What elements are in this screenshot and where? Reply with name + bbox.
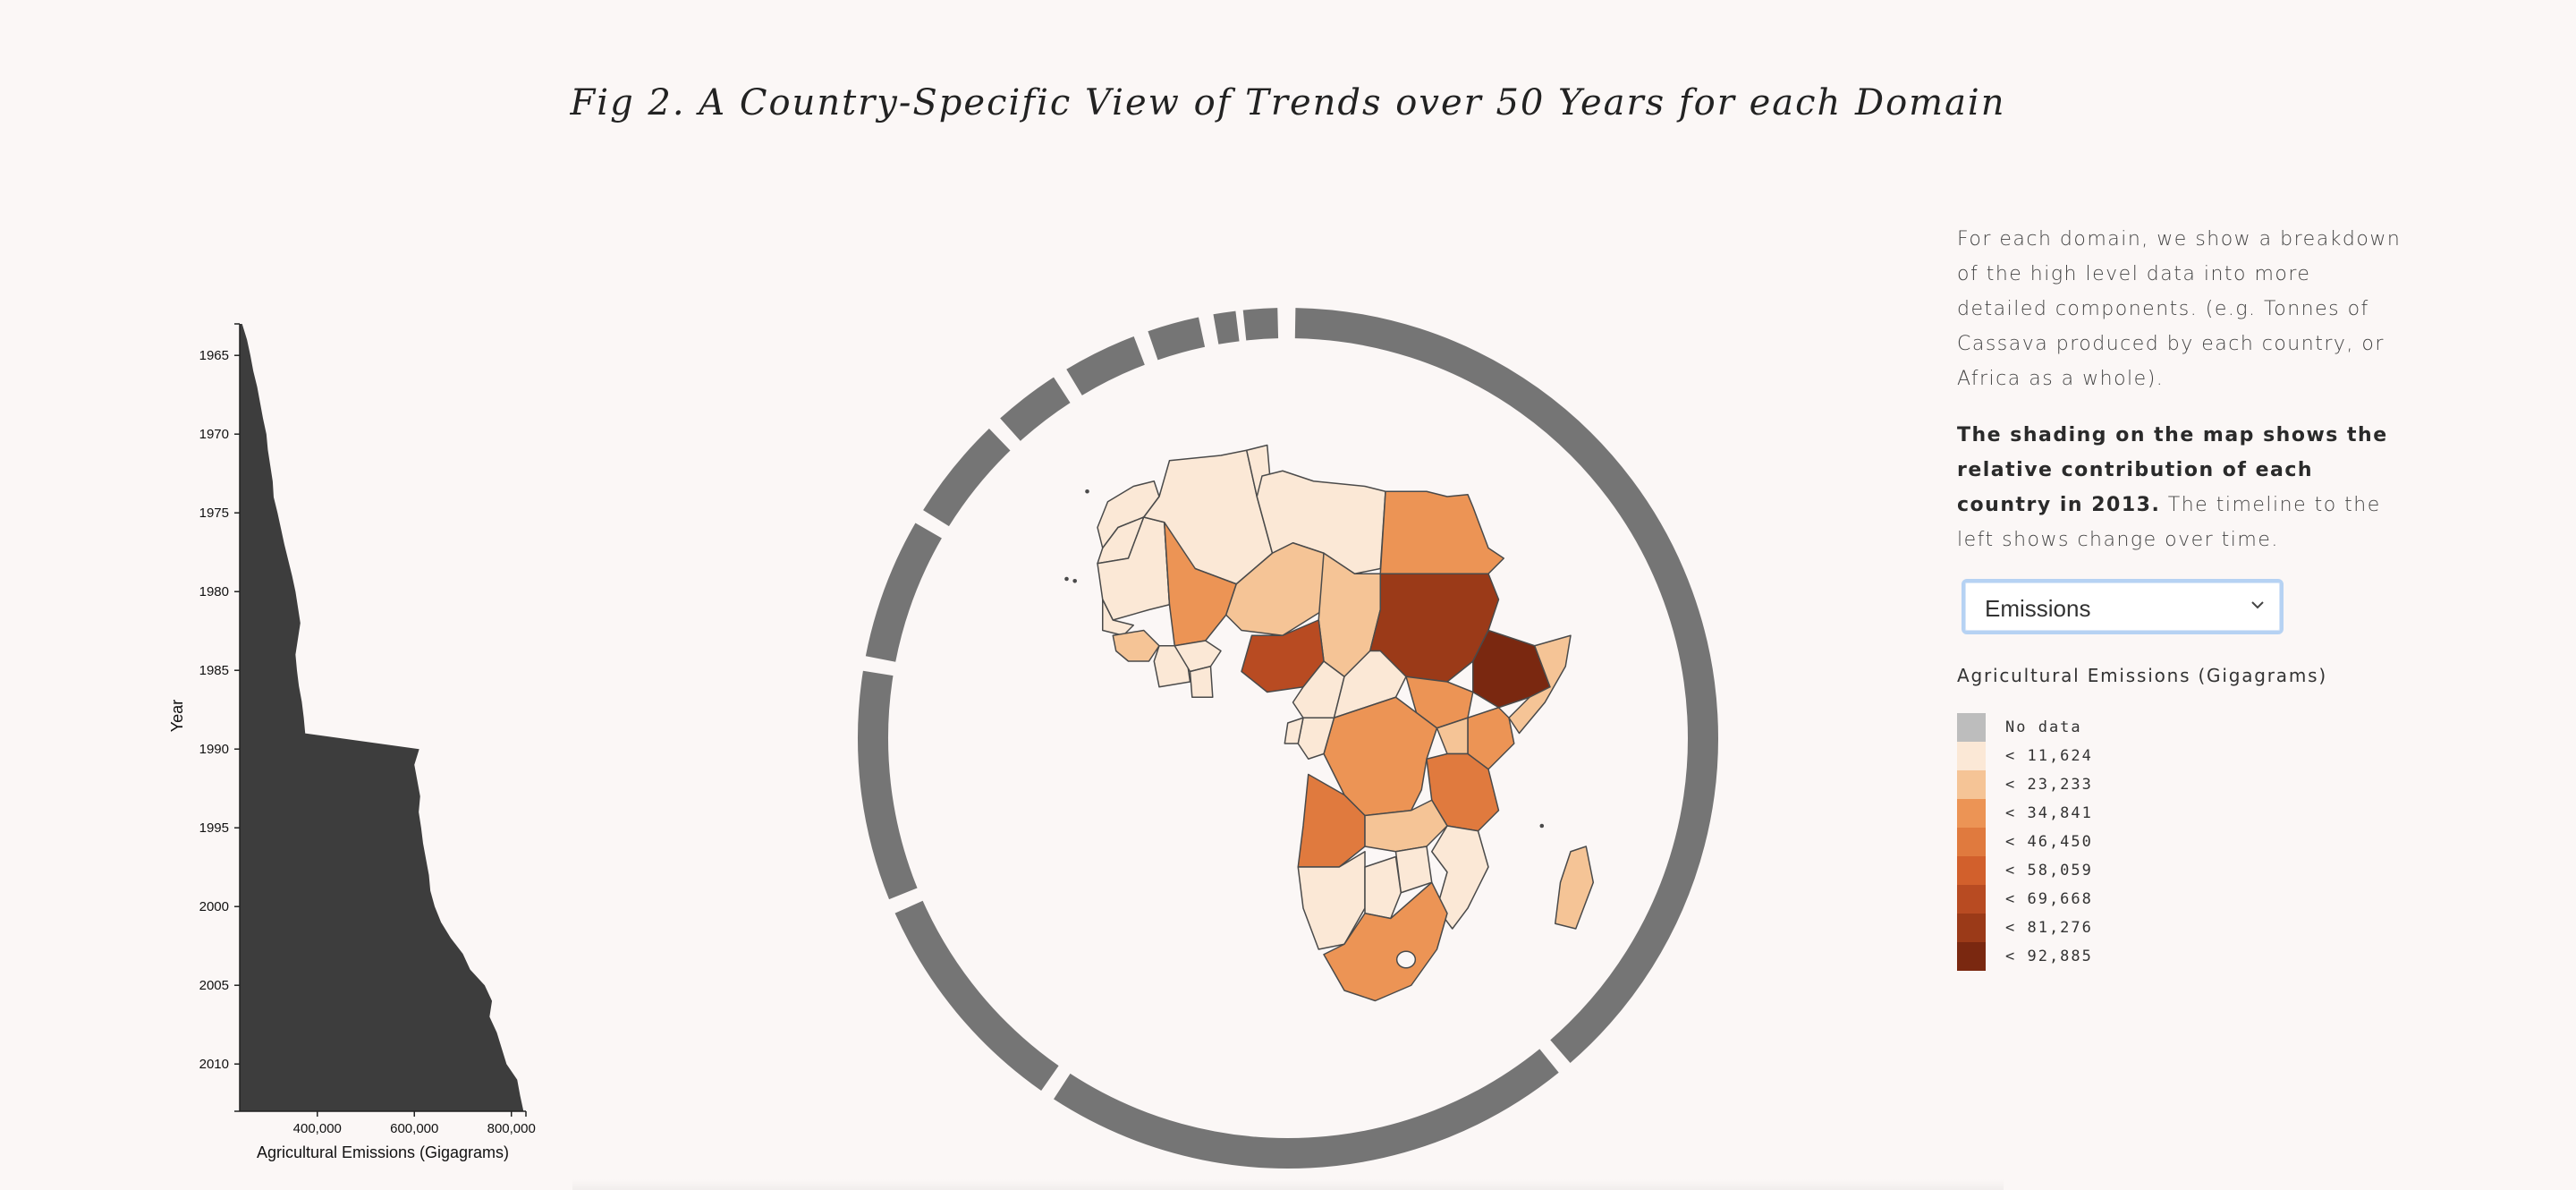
legend-swatch bbox=[1957, 942, 1986, 971]
country-mali[interactable] bbox=[1164, 522, 1237, 647]
legend-swatch bbox=[1957, 742, 1986, 770]
ring-segment[interactable] bbox=[1213, 310, 1240, 344]
legend-swatch bbox=[1957, 770, 1986, 799]
shading-note-rest: The timeline to the left shows change ov… bbox=[1957, 494, 2381, 551]
country-senegal[interactable] bbox=[1102, 599, 1134, 636]
canary-island bbox=[1085, 489, 1089, 494]
legend-swatch bbox=[1957, 856, 1986, 885]
y-tick-label: 1975 bbox=[199, 506, 229, 521]
y-tick-label: 1995 bbox=[199, 820, 229, 836]
y-tick-label: 2010 bbox=[199, 1057, 229, 1072]
shading-note-bold: The shading on the map shows the relativ… bbox=[1957, 424, 2388, 516]
country-drc[interactable] bbox=[1323, 696, 1438, 817]
y-tick-label: 1980 bbox=[199, 584, 229, 599]
y-tick-label: 2000 bbox=[199, 899, 229, 914]
legend-swatch bbox=[1957, 885, 1986, 914]
country-guinea[interactable] bbox=[1112, 629, 1160, 662]
y-tick-label: 1970 bbox=[199, 427, 229, 442]
ring-segment[interactable] bbox=[1294, 308, 1718, 1064]
country-somalia[interactable] bbox=[1508, 634, 1572, 735]
legend-label: < 11,624 bbox=[2005, 747, 2093, 765]
y-tick-label: 1965 bbox=[199, 348, 229, 363]
country-ghana[interactable] bbox=[1189, 666, 1214, 698]
legend-item: < 58,059 bbox=[1957, 856, 2404, 885]
legend-label: < 81,276 bbox=[2005, 919, 2093, 937]
cape-verde-island bbox=[1064, 576, 1069, 582]
year-ring bbox=[858, 308, 1718, 1169]
ring-segment[interactable] bbox=[1148, 317, 1206, 361]
ring-segment[interactable] bbox=[1054, 1049, 1559, 1169]
country-gabon[interactable] bbox=[1284, 717, 1304, 744]
legend-label: < 34,841 bbox=[2005, 804, 2093, 822]
legend-swatch bbox=[1957, 799, 1986, 828]
africa-map bbox=[1064, 444, 1595, 1002]
legend-swatch bbox=[1957, 914, 1986, 942]
ring-segment[interactable] bbox=[858, 670, 918, 900]
country-egypt[interactable] bbox=[1379, 490, 1504, 574]
map-legend: No data < 11,624 < 23,233 < 34,841 < 46,450 <… bbox=[1957, 713, 2404, 971]
domain-select-value: Emissions bbox=[1985, 595, 2091, 622]
country-zimbabwe[interactable] bbox=[1394, 846, 1433, 894]
x-tick-label: 800,000 bbox=[487, 1121, 536, 1136]
legend-label: < 92,885 bbox=[2005, 948, 2093, 965]
country-madagascar[interactable] bbox=[1555, 846, 1595, 930]
ring-segment[interactable] bbox=[894, 900, 1059, 1092]
cape-verde-island bbox=[1072, 579, 1077, 583]
legend-item: < 69,668 bbox=[1957, 885, 2404, 914]
domain-select[interactable]: Emissions bbox=[1962, 579, 2284, 634]
legend-swatch bbox=[1957, 713, 1986, 742]
x-axis-label: Agricultural Emissions (Gigagrams) bbox=[257, 1143, 509, 1161]
x-tick-label: 400,000 bbox=[293, 1121, 342, 1136]
timeline-area-chart: 1965 1970 1975 1980 1985 1990 1995 2000 2005 2010… bbox=[168, 323, 536, 1161]
description-text: For each domain, we show a breakdown of … bbox=[1957, 228, 2402, 390]
legend-item: < 34,841 bbox=[1957, 799, 2404, 828]
emissions-area bbox=[240, 324, 524, 1111]
legend-item: < 92,885 bbox=[1957, 942, 2404, 971]
legend-label: < 58,059 bbox=[2005, 862, 2093, 880]
legend-label: < 46,450 bbox=[2005, 833, 2093, 851]
chevron-down-icon bbox=[2251, 601, 2264, 609]
ring-segment[interactable] bbox=[865, 523, 942, 662]
legend-label: < 23,233 bbox=[2005, 776, 2093, 794]
y-axis-label: Year bbox=[168, 700, 186, 732]
ring-segment[interactable] bbox=[1066, 336, 1146, 395]
ring-segment[interactable] bbox=[1000, 377, 1071, 441]
country-botswana[interactable] bbox=[1364, 855, 1402, 920]
comoros-island bbox=[1539, 823, 1545, 829]
shading-note: The shading on the map shows the relativ… bbox=[1957, 418, 2404, 557]
legend-swatch bbox=[1957, 828, 1986, 856]
legend-label: < 69,668 bbox=[2005, 890, 2093, 908]
side-panel: For each domain, we show a breakdown of … bbox=[1957, 222, 2404, 971]
legend-item: No data bbox=[1957, 713, 2404, 742]
figure-title: Fig 2. A Country-Specific View of Trends… bbox=[570, 82, 2006, 123]
legend-label: No data bbox=[2005, 718, 2082, 736]
ring-segment[interactable] bbox=[923, 428, 1011, 527]
country-south-africa[interactable] bbox=[1323, 881, 1448, 1002]
y-tick-label: 1985 bbox=[199, 663, 229, 678]
ring-segment[interactable] bbox=[1242, 308, 1279, 341]
legend-item: < 46,450 bbox=[1957, 828, 2404, 856]
legend-item: < 11,624 bbox=[1957, 742, 2404, 770]
country-angola[interactable] bbox=[1297, 773, 1366, 868]
legend-item: < 81,276 bbox=[1957, 914, 2404, 942]
legend-item: < 23,233 bbox=[1957, 770, 2404, 799]
country-zambia[interactable] bbox=[1364, 799, 1448, 853]
country-libya[interactable] bbox=[1256, 470, 1386, 574]
footer-shadow bbox=[572, 1179, 2004, 1190]
legend-title: Agricultural Emissions (Gigagrams) bbox=[1957, 665, 2327, 686]
country-burkina[interactable] bbox=[1174, 640, 1222, 673]
y-tick-label: 2005 bbox=[199, 978, 229, 993]
africa-map-chart bbox=[858, 308, 1718, 1169]
country-lesotho[interactable] bbox=[1395, 950, 1417, 969]
x-tick-label: 600,000 bbox=[390, 1121, 438, 1136]
y-tick-label: 1990 bbox=[199, 742, 229, 757]
country-namibia[interactable] bbox=[1297, 851, 1366, 950]
country-mozambique[interactable] bbox=[1431, 825, 1489, 930]
